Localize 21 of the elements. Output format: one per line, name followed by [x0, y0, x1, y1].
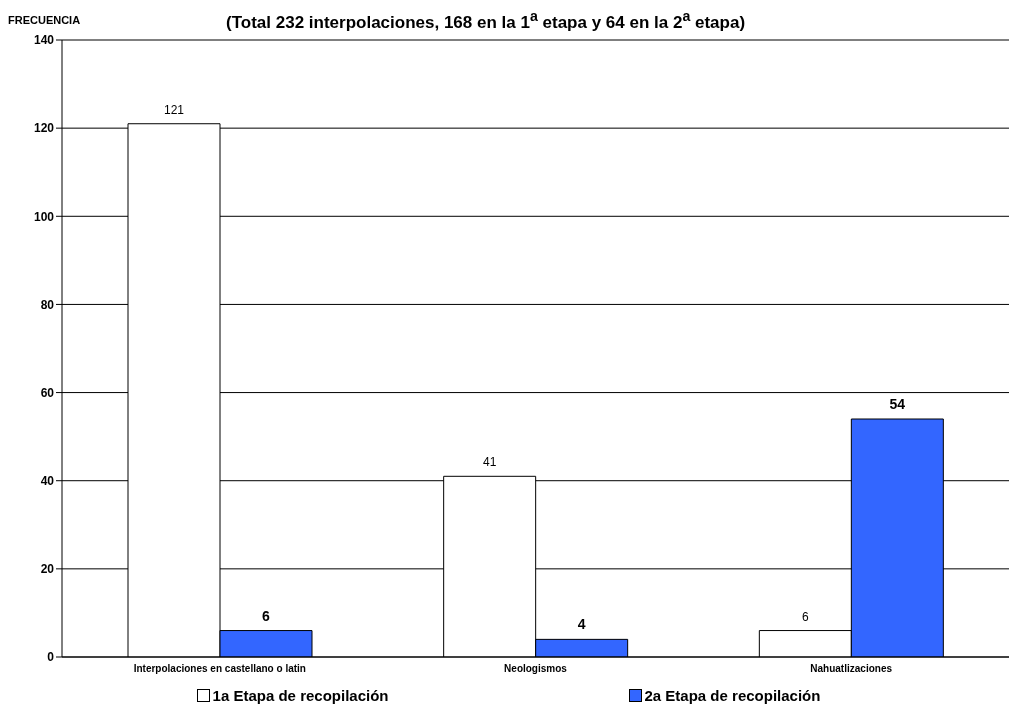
y-tick-label: 120: [33, 121, 55, 136]
x-tick-label: Neologismos: [504, 663, 568, 675]
y-tick-label: 60: [40, 385, 55, 400]
data-label: 6: [262, 607, 271, 624]
x-tick-label: Nahuatlizaciones: [810, 663, 893, 675]
data-label: 4: [577, 616, 586, 633]
data-label: 41: [482, 455, 497, 470]
x-tick-label: Interpolaciones en castellano o latin: [133, 663, 306, 675]
legend-label: 2a Etapa de recopilación: [644, 687, 821, 704]
y-tick-label: 20: [40, 562, 55, 577]
data-label: 54: [889, 396, 906, 413]
y-tick-label: 40: [40, 473, 55, 488]
y-tick-label: 0: [47, 650, 55, 665]
data-label: 6: [801, 609, 809, 624]
y-axis-title: FRECUENCIA: [8, 14, 81, 26]
chart-title: (Total 232 interpolaciones, 168 en la 1$^{a}$ etapa y 64 en la 2$^{a}$ etapa): [226, 8, 746, 33]
legend-label: 1a Etapa de recopilación: [212, 687, 389, 704]
y-tick-label: 140: [33, 33, 55, 48]
y-tick-label: 80: [40, 297, 55, 312]
data-label: 121: [163, 102, 185, 117]
y-tick-label: 100: [33, 209, 55, 224]
